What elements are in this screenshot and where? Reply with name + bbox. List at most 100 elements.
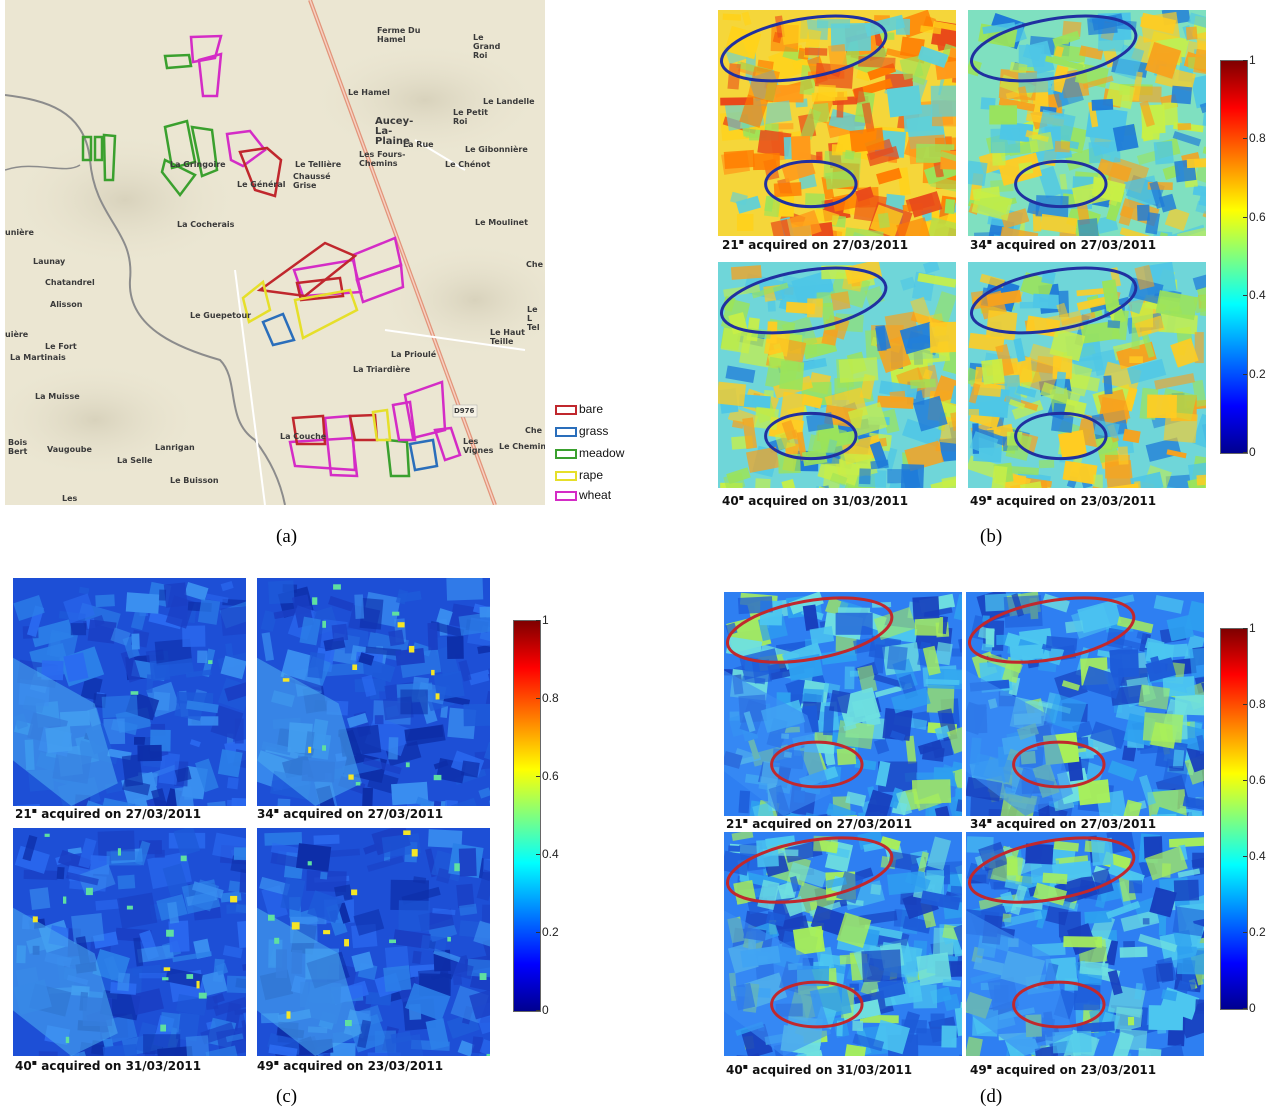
- raster-image: [966, 592, 1204, 816]
- highlight-ellipse: [764, 159, 858, 209]
- raster-image: [13, 578, 246, 806]
- raster-image: [968, 10, 1206, 236]
- map-label: uière: [5, 330, 29, 339]
- colorbar-tick-label: 1: [1249, 53, 1256, 67]
- legend-swatch: [555, 426, 577, 437]
- map-label: La Gringoire: [170, 160, 226, 169]
- colorbar-tick-label: 0.6: [1249, 773, 1266, 787]
- caption-text: acquired on: [992, 1063, 1081, 1077]
- map-label: unière: [5, 228, 34, 237]
- map-label: La Rue: [403, 140, 434, 149]
- degree-mark: ▪: [986, 1062, 993, 1071]
- caption-angle: 40: [726, 1063, 743, 1077]
- colorbar-tick: [1243, 452, 1247, 453]
- colorbar-tick-label: 0.2: [1249, 925, 1266, 939]
- highlight-ellipse: [969, 14, 1138, 83]
- colorbar: [1220, 60, 1248, 454]
- caption-text: acquired on: [992, 494, 1081, 508]
- colorbar-tick: [1243, 1008, 1247, 1009]
- map-label: Ferme Du Hamel: [377, 26, 421, 44]
- raster-image: [257, 828, 490, 1056]
- highlight-ellipse: [764, 411, 858, 461]
- caption-date: 27/03/2011: [832, 238, 909, 252]
- raster-image: [13, 828, 246, 1056]
- caption-angle: 49: [257, 1059, 274, 1073]
- legend-swatch: [555, 470, 577, 481]
- image-caption: 21▪ acquired on 27/03/2011: [726, 816, 912, 831]
- map-label: Le Grand Roi: [473, 33, 501, 60]
- map-label: Le Buisson: [170, 476, 219, 485]
- colorbar-tick: [1243, 373, 1247, 375]
- highlight-ellipse: [725, 836, 894, 904]
- image-caption: 34▪ acquired on 27/03/2011: [257, 806, 443, 821]
- map-label: Le Chénot: [445, 160, 491, 169]
- map-label: Le Fort: [45, 342, 77, 351]
- highlight-ellipse: [719, 14, 888, 83]
- colorbar-tick: [536, 698, 540, 699]
- map-label: Alisson: [50, 300, 83, 309]
- map-label: Chatandrel: [45, 278, 95, 287]
- colorbar-tick: [1243, 628, 1247, 629]
- caption-angle: 21: [722, 238, 739, 252]
- legend-label: bare: [579, 402, 604, 416]
- colorbar-tick-label: 0.6: [542, 769, 559, 783]
- caption-angle: 21: [15, 807, 32, 821]
- colorbar-tick-label: 0.4: [1249, 288, 1266, 303]
- map-label: Le L Tel: [527, 305, 540, 332]
- caption-text: acquired on: [279, 807, 368, 821]
- caption-angle: 40: [15, 1059, 32, 1073]
- map-label: La Cocherais: [177, 220, 235, 229]
- caption-text: acquired on: [992, 817, 1081, 831]
- caption-date: 27/03/2011: [125, 807, 202, 821]
- colorbar-tick-label: 0.2: [542, 925, 559, 939]
- colorbar-tick: [1243, 856, 1247, 857]
- legend-label: rape: [579, 468, 604, 482]
- degree-mark: ▪: [273, 1058, 280, 1067]
- colorbar-tick-label: 0.4: [542, 847, 559, 861]
- colorbar-tick-label: 0: [1249, 1001, 1256, 1015]
- image-caption: 49▪ acquired on 23/03/2011: [257, 1058, 443, 1073]
- panel-label-d: (d): [980, 1086, 1003, 1107]
- caption-date: 27/03/2011: [836, 817, 913, 831]
- caption-angle: 40: [722, 494, 739, 508]
- colorbar-tick: [1243, 295, 1247, 297]
- highlight-ellipse: [770, 980, 864, 1029]
- image-caption: 40▪ acquired on 31/03/2011: [722, 493, 908, 508]
- caption-text: acquired on: [37, 807, 126, 821]
- colorbar-tick: [1243, 780, 1247, 781]
- colorbar-tick: [536, 854, 540, 855]
- map-label: La Prioulé: [391, 350, 437, 359]
- raster-image: [257, 578, 490, 806]
- map-label: Le Landelle: [483, 97, 535, 106]
- legend-label: grass: [579, 424, 609, 438]
- map-label: Le Moulinet: [475, 218, 528, 227]
- degree-mark: ▪: [742, 1062, 749, 1071]
- highlight-ellipse: [725, 596, 894, 664]
- highlight-ellipse: [1012, 980, 1106, 1029]
- colorbar-tick: [1243, 216, 1247, 218]
- degree-mark: ▪: [738, 493, 745, 502]
- legend-item-wheat: wheat: [555, 488, 611, 506]
- panel-d: 21▪ acquired on 27/03/2011 34▪ acquired o…: [712, 580, 1279, 1085]
- colorbar-tick: [1243, 138, 1247, 140]
- image-caption: 40▪ acquired on 31/03/2011: [15, 1058, 201, 1073]
- map-label: Le Haut Teille: [490, 328, 525, 346]
- colorbar-tick: [536, 776, 540, 777]
- map-label: La Triardière: [353, 365, 411, 374]
- map-label: La Martinais: [10, 353, 66, 362]
- map-label: Chaussé Grise: [293, 172, 331, 190]
- colorbar-tick: [536, 932, 540, 933]
- map-label: Bois Bert: [8, 438, 28, 456]
- caption-date: 31/03/2011: [832, 494, 909, 508]
- raster-image: [718, 262, 956, 488]
- map-label: Aucey-La-Plaine: [375, 116, 414, 147]
- map-label: Lanrigan: [155, 443, 195, 452]
- highlight-ellipse: [1012, 740, 1106, 789]
- map-label: Launay: [33, 257, 66, 266]
- map-label: La Couche: [280, 432, 327, 441]
- caption-date: 31/03/2011: [836, 1063, 913, 1077]
- map-label: Le Général: [237, 180, 286, 189]
- colorbar-tick-label: 1: [542, 613, 549, 627]
- caption-date: 27/03/2011: [1080, 817, 1157, 831]
- raster-image: [718, 10, 956, 236]
